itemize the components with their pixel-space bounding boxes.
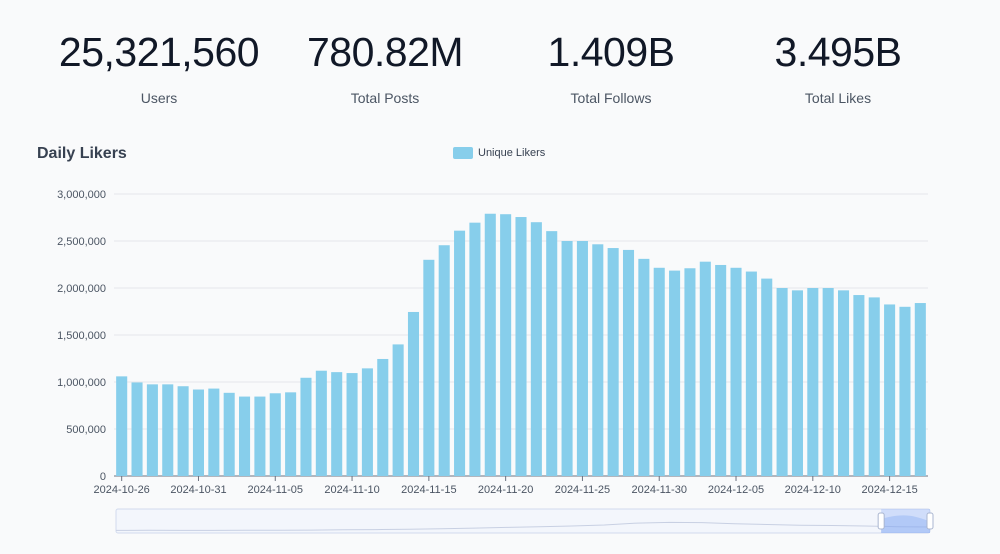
bar[interactable] <box>361 368 373 476</box>
bar[interactable] <box>469 222 481 476</box>
bar[interactable] <box>607 248 619 476</box>
y-tick-label: 0 <box>100 471 106 483</box>
x-tick-label: 2024-11-20 <box>478 484 533 496</box>
bar[interactable] <box>653 267 665 476</box>
x-tick-label: 2024-11-15 <box>401 484 456 496</box>
bar[interactable] <box>546 231 558 476</box>
bar[interactable] <box>223 392 235 476</box>
bar[interactable] <box>438 245 450 476</box>
bar[interactable] <box>622 249 635 476</box>
y-tick-label: 1,000,000 <box>57 377 106 389</box>
bar[interactable] <box>116 376 128 476</box>
bar[interactable] <box>392 344 404 476</box>
bar[interactable] <box>208 388 220 476</box>
chart-title: Daily Likers <box>37 145 127 162</box>
stat-label: Total Posts <box>350 90 420 106</box>
y-tick-label: 2,000,000 <box>57 283 106 295</box>
y-tick-label: 3,000,000 <box>57 189 106 201</box>
data-zoom-slider[interactable] <box>115 508 934 534</box>
legend-swatch <box>453 147 473 159</box>
zoom-selection[interactable] <box>881 509 930 533</box>
bar[interactable] <box>346 373 358 476</box>
bar[interactable] <box>561 241 573 476</box>
bar[interactable] <box>576 241 588 476</box>
bar[interactable] <box>515 217 527 476</box>
legend-label: Unique Likers <box>478 147 546 159</box>
x-tick-label: 2024-12-05 <box>708 484 764 496</box>
bar[interactable] <box>761 278 773 476</box>
bar[interactable] <box>300 377 312 476</box>
bar[interactable] <box>699 261 711 476</box>
zoom-preview-line <box>115 521 931 531</box>
bar[interactable] <box>162 384 174 476</box>
bar[interactable] <box>131 382 143 476</box>
zoom-track[interactable] <box>115 508 931 534</box>
zoom-selection-area <box>881 515 931 533</box>
bar[interactable] <box>592 244 604 476</box>
bar[interactable] <box>914 303 926 476</box>
bar[interactable] <box>884 304 896 476</box>
daily-likers-chart: 0 500,000 1,000,000 1,500,000 2,000,000 2,500… <box>57 147 934 534</box>
bar[interactable] <box>254 396 266 476</box>
bar[interactable] <box>853 295 865 476</box>
y-tick-label: 1,500,000 <box>57 330 106 342</box>
stat-label: Total Follows <box>570 90 652 106</box>
x-tick-label: 2024-12-15 <box>861 484 917 496</box>
bar[interactable] <box>315 370 327 476</box>
y-axis: 0 500,000 1,000,000 1,500,000 2,000,000 2,500… <box>57 189 106 483</box>
bar[interactable] <box>837 290 850 476</box>
bar[interactable] <box>730 267 742 476</box>
x-tick-label: 2024-12-10 <box>785 484 841 496</box>
bar[interactable] <box>239 396 251 476</box>
bar[interactable] <box>269 393 281 476</box>
stat-total-follows: 1.409B Total Follows <box>491 28 731 106</box>
bar[interactable] <box>868 297 880 476</box>
bar[interactable] <box>146 384 158 476</box>
zoom-handle-right[interactable] <box>926 512 934 530</box>
bar[interactable] <box>807 288 819 476</box>
y-tick-label: 500,000 <box>66 424 106 436</box>
bar[interactable] <box>500 214 512 476</box>
x-tick-label: 2024-11-25 <box>555 484 610 496</box>
bar[interactable] <box>177 386 189 476</box>
stat-users: 25,321,560 Users <box>39 28 279 106</box>
zoom-handle-left[interactable] <box>877 512 885 530</box>
stats-row: 25,321,560 Users 780.82M Total Posts 1.4… <box>0 28 1000 118</box>
x-tick-label: 2024-11-30 <box>631 484 686 496</box>
bar[interactable] <box>745 271 757 476</box>
bar[interactable] <box>899 306 911 476</box>
stat-value: 780.82M <box>306 29 464 75</box>
bar[interactable] <box>791 290 803 476</box>
x-tick-label: 2024-11-05 <box>248 484 303 496</box>
bar[interactable] <box>484 213 496 476</box>
bar[interactable] <box>454 230 466 476</box>
bar[interactable] <box>684 268 696 476</box>
bar[interactable] <box>407 311 420 476</box>
x-tick-label: 2024-11-10 <box>324 484 379 496</box>
stat-total-posts: 780.82M Total Posts <box>265 28 505 106</box>
bar[interactable] <box>822 288 834 476</box>
bar[interactable] <box>669 270 681 476</box>
stat-label: Total Likes <box>804 90 872 106</box>
stat-value: 25,321,560 <box>58 29 260 75</box>
bar[interactable] <box>715 264 727 476</box>
x-tick-label: 2024-10-31 <box>170 484 226 496</box>
stat-value: 3.495B <box>774 29 902 75</box>
bar[interactable] <box>285 392 297 476</box>
bar[interactable] <box>776 288 788 476</box>
stat-label: Users <box>140 90 178 106</box>
bar[interactable] <box>331 372 343 476</box>
bar[interactable] <box>192 389 205 476</box>
legend[interactable]: Unique Likers <box>453 147 546 159</box>
bar[interactable] <box>638 258 650 476</box>
bar[interactable] <box>423 259 435 476</box>
x-tick-label: 2024-10-26 <box>94 484 150 496</box>
y-tick-label: 2,500,000 <box>57 236 106 248</box>
bar[interactable] <box>377 358 389 476</box>
bar-series[interactable] <box>116 213 926 476</box>
bar[interactable] <box>530 222 542 476</box>
stat-value: 1.409B <box>547 29 675 75</box>
x-axis: 2024-10-26 2024-10-31 2024-11-05 2024-11-10… <box>94 476 918 496</box>
stat-total-likes: 3.495B Total Likes <box>718 28 958 106</box>
